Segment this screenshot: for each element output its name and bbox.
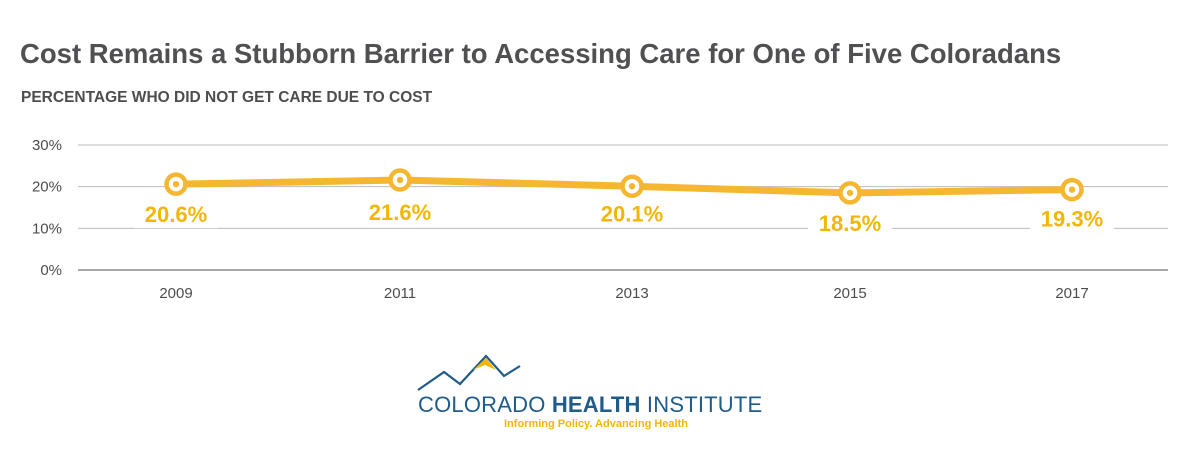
- logo-name-colorado: COLORADO: [418, 392, 552, 417]
- x-tick-label: 2013: [615, 285, 648, 302]
- mountain-icon: [417, 354, 521, 391]
- x-tick-label: 2011: [384, 285, 416, 302]
- x-tick-label: 2017: [1055, 285, 1088, 302]
- x-tick-label: 2015: [833, 285, 866, 302]
- data-label: 20.6%: [145, 202, 207, 227]
- chart-subtitle: PERCENTAGE WHO DID NOT GET CARE DUE TO C…: [21, 89, 433, 106]
- data-label: 21.6%: [369, 200, 431, 225]
- y-tick-label: 0%: [40, 262, 62, 279]
- y-tick-label: 10%: [32, 220, 62, 237]
- data-point-center: [396, 176, 404, 184]
- colorado-health-institute-logo: COLORADO HEALTH INSTITUTE Informing Poli…: [414, 352, 786, 434]
- logo-wordmark: COLORADO HEALTH INSTITUTE: [418, 392, 762, 418]
- logo-name-health: HEALTH: [551, 392, 641, 417]
- data-label-background: [134, 201, 218, 229]
- y-tick-label: 20%: [32, 179, 62, 196]
- logo-name-institute: INSTITUTE: [640, 392, 763, 417]
- data-label-background: [1030, 205, 1114, 233]
- data-label-background: [358, 199, 442, 226]
- data-label: 18.5%: [819, 211, 881, 236]
- line-chart: 0% 10% 20% 30% 20.6% 2009 21.6% 2011 20.1% 2013 18…: [32, 137, 1168, 302]
- data-label-background: [808, 209, 892, 237]
- data-label: 20.1%: [601, 201, 663, 226]
- data-point-center: [172, 180, 180, 188]
- data-point-center: [846, 189, 854, 197]
- data-point-center: [628, 183, 636, 190]
- data-label: 19.3%: [1041, 207, 1103, 232]
- y-tick-label: 30%: [32, 137, 62, 154]
- logo-tagline: Informing Policy. Advancing Health: [504, 418, 688, 430]
- chart-title: Cost Remains a Stubborn Barrier to Acces…: [20, 38, 1062, 69]
- data-label-background: [590, 200, 674, 228]
- data-point-center: [1068, 186, 1076, 193]
- x-tick-label: 2009: [159, 285, 192, 302]
